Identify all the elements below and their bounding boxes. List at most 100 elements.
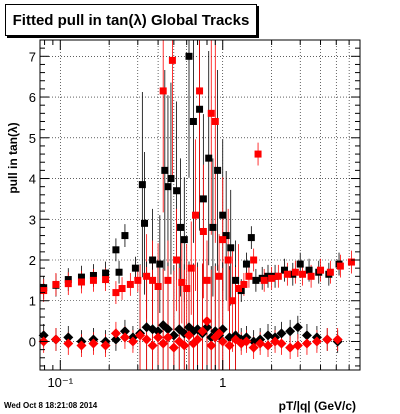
black-diamond-point bbox=[162, 324, 173, 335]
black-diamond-point bbox=[110, 334, 121, 345]
y-tick-label: 4 bbox=[29, 172, 36, 187]
black-square-point bbox=[242, 260, 250, 268]
red-diamond-point bbox=[292, 340, 303, 351]
red-square-point bbox=[126, 280, 134, 288]
red-square-point bbox=[317, 266, 325, 274]
black-square-point bbox=[232, 276, 240, 284]
y-axis-label: pull in tan(λ) bbox=[6, 122, 20, 193]
red-square-point bbox=[254, 150, 262, 158]
red-square-point bbox=[250, 256, 258, 264]
black-square-point bbox=[167, 175, 175, 183]
black-square-point bbox=[173, 187, 181, 195]
black-square-point bbox=[189, 117, 197, 125]
red-square-point bbox=[183, 285, 191, 293]
red-diamond-point bbox=[197, 326, 208, 337]
red-square-point bbox=[211, 117, 219, 125]
red-diamond-point bbox=[224, 340, 235, 351]
chart-title: Fitted pull in tan(λ) Global Tracks bbox=[12, 11, 250, 29]
black-square-point bbox=[149, 256, 157, 264]
black-square-point bbox=[164, 183, 172, 191]
red-square-point bbox=[154, 282, 162, 290]
y-tick-label: 6 bbox=[29, 90, 36, 105]
black-square-point bbox=[227, 244, 235, 252]
red-square-point bbox=[102, 276, 110, 284]
black-square-point bbox=[247, 234, 255, 242]
data-markers bbox=[38, 52, 355, 353]
black-square-point bbox=[131, 264, 139, 272]
red-diamond-point bbox=[168, 342, 179, 353]
black-square-point bbox=[305, 266, 313, 274]
red-diamond-point bbox=[322, 334, 333, 345]
y-tick-label: 1 bbox=[29, 294, 36, 309]
red-square-point bbox=[224, 256, 232, 264]
black-diamond-point bbox=[263, 330, 274, 341]
red-square-point bbox=[196, 87, 204, 95]
black-square-point bbox=[219, 211, 227, 219]
red-diamond-point bbox=[241, 336, 252, 347]
red-diamond-point bbox=[179, 340, 190, 351]
black-square-point bbox=[112, 246, 120, 254]
red-square-point bbox=[291, 268, 299, 276]
red-square-point bbox=[219, 236, 227, 244]
black-square-point bbox=[209, 223, 217, 231]
red-diamond-point bbox=[76, 340, 87, 351]
y-tick-label: 2 bbox=[29, 253, 36, 268]
red-diamond-point bbox=[100, 340, 111, 351]
black-diamond-point bbox=[285, 326, 296, 337]
red-diamond-point bbox=[206, 340, 217, 351]
black-square-point bbox=[196, 105, 204, 113]
red-diamond-point bbox=[153, 332, 164, 343]
axis-ticks: 10⁻¹ 1 0 1 2 3 4 5 6 7 bbox=[29, 40, 360, 390]
red-square-point bbox=[164, 276, 172, 284]
x-tick-label: 10⁻¹ bbox=[47, 375, 73, 390]
red-square-point bbox=[149, 276, 157, 284]
red-diamond-point bbox=[192, 334, 203, 345]
black-square-point bbox=[121, 232, 129, 240]
title-box: Fitted pull in tan(λ) Global Tracks bbox=[5, 4, 257, 36]
red-diamond-point bbox=[276, 338, 287, 349]
red-square-point bbox=[234, 285, 242, 293]
red-square-point bbox=[347, 258, 355, 266]
black-square-point bbox=[161, 166, 169, 174]
black-square-point bbox=[264, 272, 272, 280]
black-square-point bbox=[115, 268, 123, 276]
black-square-point bbox=[296, 260, 304, 268]
black-diamond-point bbox=[276, 328, 287, 339]
black-square-point bbox=[214, 166, 222, 174]
red-square-point bbox=[89, 276, 97, 284]
red-diamond-point bbox=[255, 338, 266, 349]
red-square-point bbox=[52, 280, 60, 288]
plot-frame bbox=[39, 39, 361, 371]
black-square-point bbox=[138, 181, 146, 189]
black-diamond-point bbox=[153, 326, 164, 337]
red-square-point bbox=[40, 287, 48, 295]
black-square-point bbox=[252, 276, 260, 284]
red-square-point bbox=[143, 272, 151, 280]
black-diamond-point bbox=[248, 336, 259, 347]
black-diamond-point bbox=[119, 326, 130, 337]
red-square-point bbox=[307, 272, 315, 280]
red-diamond-point bbox=[214, 328, 225, 339]
red-square-point bbox=[268, 274, 276, 282]
red-diamond-point bbox=[248, 342, 259, 353]
red-square-point bbox=[260, 276, 268, 284]
red-square-point bbox=[199, 227, 207, 235]
red-square-point bbox=[326, 268, 334, 276]
red-diamond-point bbox=[184, 330, 195, 341]
red-square-point bbox=[240, 280, 248, 288]
red-diamond-point bbox=[63, 338, 74, 349]
y-tick-label: 3 bbox=[29, 212, 36, 227]
red-diamond-point bbox=[311, 336, 322, 347]
black-square-point bbox=[64, 276, 72, 284]
red-square-point bbox=[118, 285, 126, 293]
red-square-point bbox=[134, 276, 142, 284]
black-square-point bbox=[205, 154, 213, 162]
red-diamond-point bbox=[263, 340, 274, 351]
red-square-point bbox=[64, 280, 72, 288]
black-square-point bbox=[177, 223, 185, 231]
red-diamond-point bbox=[135, 330, 146, 341]
black-diamond-point bbox=[63, 332, 74, 343]
red-square-point bbox=[207, 109, 215, 117]
red-diamond-point bbox=[147, 340, 158, 351]
